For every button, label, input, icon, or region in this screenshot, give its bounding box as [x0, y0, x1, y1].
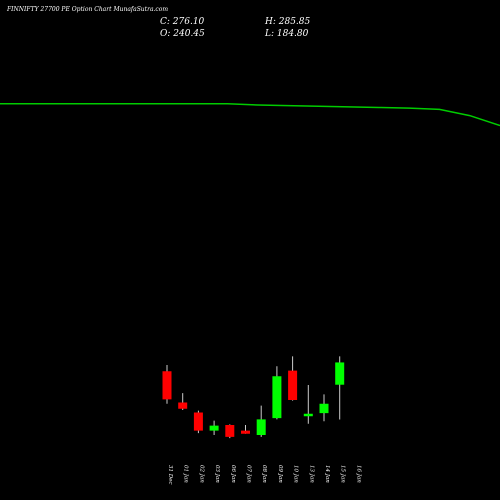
x-tick-label: 16 Jan — [355, 465, 361, 483]
x-tick-label: 02 Jan — [198, 465, 204, 483]
low-value: L: 184.80 — [265, 29, 309, 39]
x-tick-label: 03 Jan — [214, 465, 220, 483]
x-axis-labels: 31 Dec 01 Jan 02 Jan 03 Jan 06 Jan 07 Jan 08 J… — [167, 465, 361, 485]
candle-body-9 — [303, 413, 313, 417]
x-tick-label: 07 Jan — [246, 465, 252, 483]
candle-body-2 — [193, 412, 203, 431]
x-tick-label: 01 Jan — [183, 465, 189, 483]
x-tick-label: 10 Jan — [293, 465, 299, 483]
candle-body-7 — [272, 376, 282, 419]
candle-body-11 — [335, 362, 345, 385]
candle-body-4 — [225, 425, 235, 437]
high-value: H: 285.85 — [265, 17, 311, 27]
x-tick-label: 15 Jan — [340, 465, 346, 483]
candle-body-3 — [209, 425, 219, 431]
x-tick-label: 13 Jan — [308, 465, 314, 483]
x-tick-label: 31 Dec — [167, 465, 173, 485]
candle-body-8 — [288, 370, 298, 400]
candle-body-6 — [256, 419, 266, 435]
moving-average-line — [0, 103, 500, 127]
candle-body-5 — [241, 430, 250, 434]
candle-body-0 — [162, 371, 172, 400]
x-tick-label: 08 Jan — [261, 465, 267, 483]
x-tick-label: 06 Jan — [230, 465, 236, 483]
candle-body-10 — [319, 403, 329, 414]
candle-body-1 — [178, 402, 188, 409]
chart-title: FINNIFTY 27700 PE Option Chart MunafaSut… — [7, 6, 169, 13]
open-value: O: 240.45 — [160, 29, 205, 39]
candles-group — [162, 356, 345, 439]
x-tick-label: 14 Jan — [324, 465, 330, 483]
x-tick-label: 09 Jan — [277, 465, 283, 483]
close-value: C: 276.10 — [160, 17, 205, 27]
